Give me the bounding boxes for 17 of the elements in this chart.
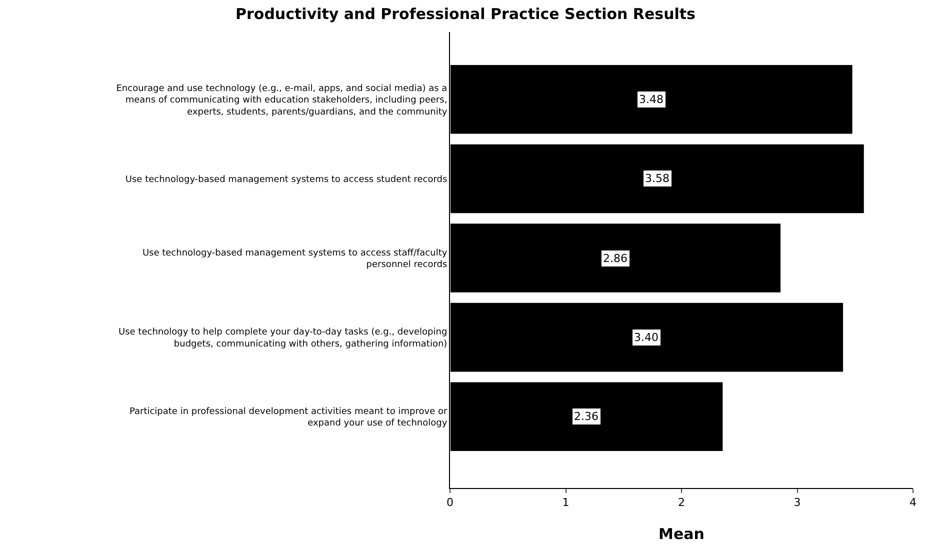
data-label: 3.48 (639, 93, 664, 106)
data-label: 2.36 (574, 410, 598, 423)
data-label: 2.86 (603, 252, 628, 265)
x-tick-label: 4 (910, 496, 916, 510)
y-tick-label: Encourage and use technology (e.g., e-mail, apps, and social media) as a means of communicating with education stakeholders, including peers, experts, students, parents/guardians, and the community (116, 84, 448, 118)
y-tick-label: Use technology-based management systems to access staff/faculty personnel records (142, 248, 448, 270)
x-tick-label: 2 (678, 496, 685, 510)
x-tick-label: 1 (562, 496, 570, 510)
y-tick-label: Use technology to help complete your day-to-day tasks (e.g., developing budgets, communicating with others, gathering information) (118, 328, 448, 350)
x-axis-title: Mean (658, 525, 704, 544)
data-label: 3.58 (645, 172, 670, 185)
chart-title: Productivity and Professional Practice Section Results (236, 4, 696, 23)
y-tick-label: Use technology-based management systems to access student records (125, 174, 448, 185)
x-tick-label: 3 (794, 496, 801, 510)
data-label: 3.40 (634, 331, 658, 344)
x-tick-label: 0 (446, 496, 454, 510)
y-tick-label: Participate in professional development activities meant to improve or expand your use of technology (129, 406, 448, 429)
